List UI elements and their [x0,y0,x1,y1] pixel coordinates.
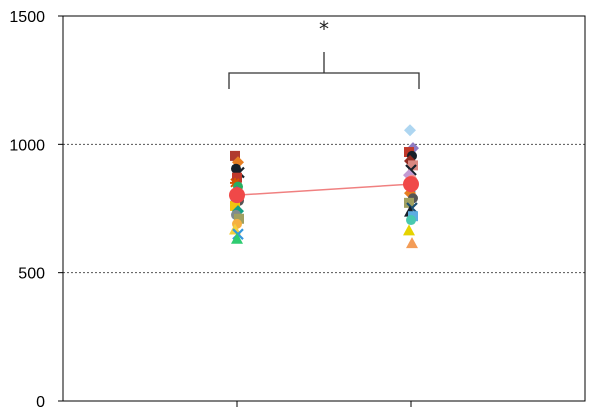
mean-line [229,176,419,204]
gridlines [63,143,585,274]
data-point [230,200,240,211]
data-point [230,150,240,161]
data-point [232,172,242,183]
individual-points [229,124,419,249]
data-point [404,197,414,208]
data-point [404,124,416,137]
bracket-line [228,72,420,89]
y-tick-label: 500 [18,266,45,283]
data-point [403,224,415,236]
data-point [408,160,418,171]
data-point [229,223,241,235]
y-tick-label: 1500 [9,9,45,26]
mean-point [229,187,245,204]
y-tick-label: 0 [36,394,45,411]
x-axis-ticks [236,401,412,407]
significance-marker: * [319,17,329,41]
plot-frame [62,15,586,402]
data-point [406,237,418,249]
data-point [234,213,244,224]
data-point [231,232,243,244]
data-point [406,215,416,226]
axes [62,15,586,402]
y-tick-label: 1000 [9,137,45,154]
y-axis-ticks: 0 500 1000 1500 [9,9,63,411]
mean-line-segment [236,183,412,196]
mean-point [403,176,419,193]
significance-bracket [228,52,420,89]
